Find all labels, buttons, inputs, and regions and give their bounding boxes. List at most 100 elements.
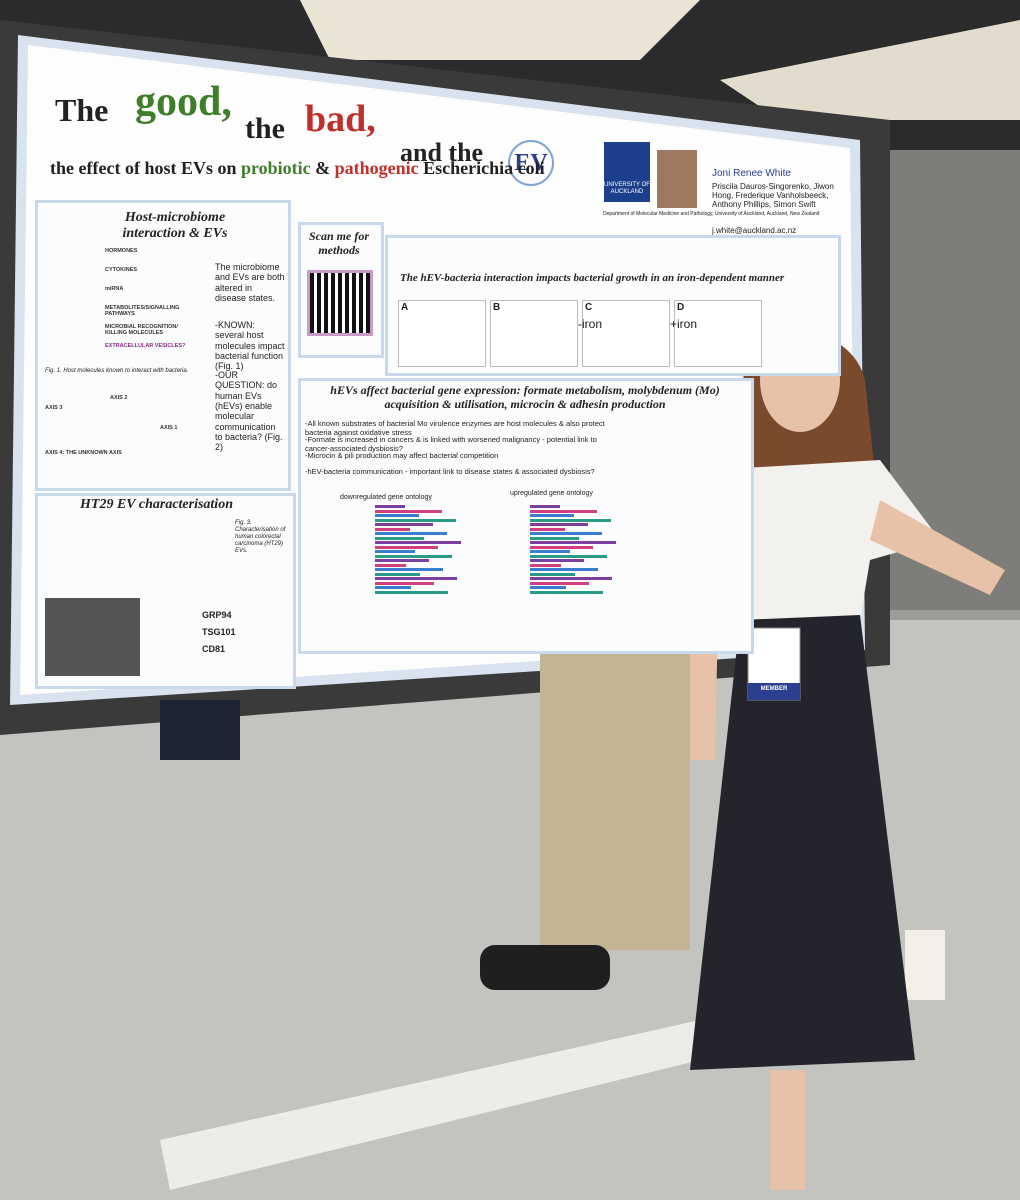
author-lead: Joni Renee White bbox=[712, 168, 791, 179]
panel bbox=[674, 300, 762, 367]
bar bbox=[530, 541, 616, 544]
bar bbox=[375, 590, 448, 594]
bar bbox=[530, 563, 561, 567]
bar bbox=[530, 527, 565, 531]
title-word: the bbox=[245, 112, 285, 145]
badge-band bbox=[748, 683, 800, 700]
qr-code[interactable] bbox=[307, 270, 373, 336]
bullet: -Formate is increased in cancers & is li… bbox=[305, 435, 597, 453]
panel-letter: B bbox=[493, 302, 501, 313]
diagram-label: AXIS 4: THE UNKNOWN AXIS bbox=[45, 450, 122, 456]
bar bbox=[530, 568, 598, 571]
bar bbox=[375, 572, 420, 576]
panel bbox=[490, 300, 578, 367]
bar bbox=[530, 536, 579, 540]
diagram-label: AXIS 3 bbox=[45, 405, 63, 411]
diagram-label: MICROBIAL RECOGNITION/ KILLING MOLECULES bbox=[105, 324, 178, 337]
panel bbox=[398, 300, 486, 367]
section-heading: Scan me for methods bbox=[309, 229, 369, 257]
bar bbox=[530, 545, 593, 549]
title-word: and the bbox=[400, 138, 484, 167]
bar bbox=[375, 509, 442, 513]
subtitle-text: Escherichia coli bbox=[423, 158, 545, 178]
caption: Fig. 1. Host molecules known to interact… bbox=[45, 368, 189, 374]
bar bbox=[375, 545, 438, 549]
marker-label: TSG101 bbox=[202, 627, 236, 637]
section-heading: Host-microbiome interaction & EVs bbox=[122, 210, 228, 242]
cup bbox=[905, 930, 945, 1000]
title-word: The bbox=[55, 92, 109, 128]
bar bbox=[530, 577, 612, 580]
subtitle: the effect of host EVs on probiotic & pa… bbox=[50, 158, 610, 179]
title-bad: bad, bbox=[305, 98, 376, 140]
diagram-label: HORMONES bbox=[105, 248, 138, 254]
body-text: -OUR QUESTION: do human EVs (hEVs) enabl… bbox=[215, 370, 283, 453]
bar bbox=[530, 514, 574, 517]
condition-label: +iron bbox=[670, 317, 698, 331]
subtitle-text: probiotic bbox=[240, 158, 311, 178]
bar bbox=[375, 505, 405, 508]
leg bbox=[770, 1070, 805, 1190]
bar bbox=[530, 518, 611, 522]
legs bbox=[160, 700, 240, 760]
section-heading: hEVs affect bacterial gene expression: f… bbox=[330, 383, 720, 411]
bullet: -Microcin & pili production may affect b… bbox=[305, 451, 499, 460]
logo: UNIVERSITY OF AUCKLAND bbox=[604, 142, 650, 202]
bar bbox=[375, 559, 429, 562]
subtitle-text: the effect of host EVs on bbox=[50, 158, 237, 178]
bar bbox=[375, 577, 457, 580]
body-text: The microbiome and EVs are both altered … bbox=[215, 262, 285, 304]
marker-label: CD81 bbox=[202, 644, 226, 654]
bar bbox=[530, 509, 597, 513]
title-good: good, bbox=[135, 79, 232, 125]
bar bbox=[375, 554, 452, 558]
bar bbox=[375, 536, 424, 540]
skirt bbox=[690, 615, 915, 1070]
bullet: -All known substrates of bacterial Mo vi… bbox=[305, 419, 605, 437]
diagram-label: CYTOKINES bbox=[105, 267, 137, 273]
bar bbox=[375, 568, 443, 571]
caption: Fig. 3. Characterisation of human colore… bbox=[235, 520, 286, 554]
subtitle-text: & bbox=[315, 158, 331, 178]
section-box bbox=[35, 200, 291, 491]
bullet: -hEV-bacteria communication - important … bbox=[305, 467, 595, 476]
bar bbox=[530, 572, 575, 576]
panel-letter: A bbox=[401, 302, 409, 313]
bar bbox=[530, 581, 589, 585]
legs bbox=[540, 650, 690, 950]
subtitle-text: pathogenic bbox=[334, 158, 419, 178]
bar bbox=[375, 514, 419, 517]
author-photo bbox=[657, 150, 697, 208]
panel-letter: D bbox=[677, 302, 685, 313]
bar bbox=[530, 550, 570, 553]
bar bbox=[530, 505, 560, 508]
bar bbox=[530, 554, 607, 558]
affiliation: Department of Molecular Medicine and Pat… bbox=[603, 211, 820, 217]
bar bbox=[375, 581, 434, 585]
section-heading: HT29 EV characterisation bbox=[80, 497, 233, 512]
bar bbox=[375, 532, 447, 535]
arm bbox=[870, 500, 1005, 595]
badge-label: MEMBER bbox=[760, 686, 788, 692]
bar bbox=[375, 550, 415, 553]
section-box bbox=[298, 378, 754, 654]
author-email: j.white@auckland.ac.nz bbox=[712, 226, 797, 235]
tube bbox=[160, 1020, 700, 1190]
bar bbox=[375, 523, 433, 526]
panel-letter: C bbox=[585, 302, 593, 313]
bar bbox=[530, 532, 602, 535]
diagram-label: miRNA bbox=[105, 286, 124, 292]
bar bbox=[375, 518, 456, 522]
diagram-label: METABOLITES/SIGNALLING PATHWAYS bbox=[105, 305, 180, 318]
chart-title: downregulated gene ontology bbox=[340, 494, 432, 501]
ceiling-light bbox=[300, 0, 700, 60]
diagram-label: AXIS 1 bbox=[160, 425, 178, 431]
tem-image bbox=[45, 598, 140, 676]
bar bbox=[530, 559, 584, 562]
bar bbox=[375, 586, 411, 589]
diagram-label: EXTRACELLULAR VESICLES? bbox=[105, 343, 186, 349]
ceiling-light bbox=[720, 20, 1020, 120]
panel bbox=[582, 300, 670, 367]
diagram-label: AXIS 2 bbox=[110, 395, 128, 401]
